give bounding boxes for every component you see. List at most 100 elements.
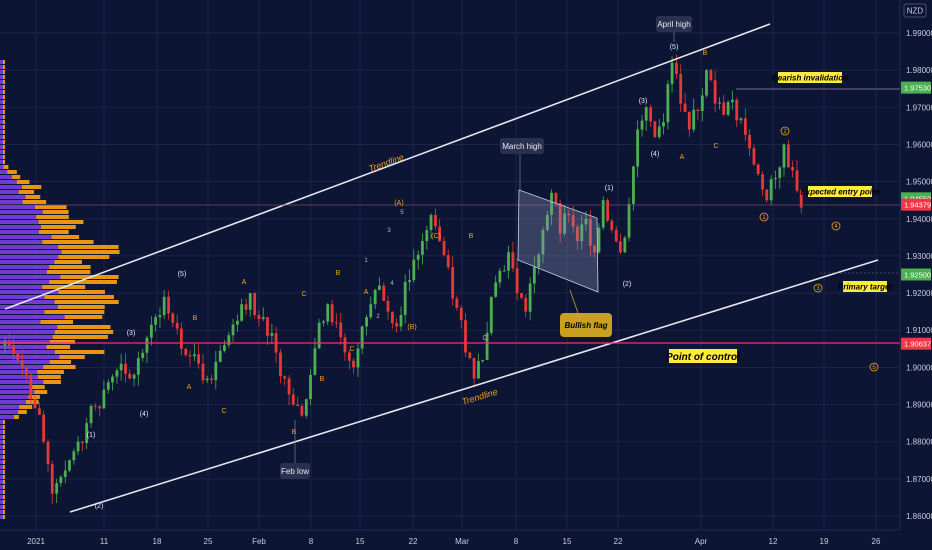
y-tick-label: 1.91000 — [906, 326, 932, 335]
candle-body — [205, 378, 209, 381]
candle-body — [287, 378, 291, 395]
x-tick-label: 8 — [309, 537, 314, 546]
march-high-callout: March high — [500, 138, 544, 190]
candle-body — [145, 337, 149, 353]
svg-text:B: B — [292, 429, 297, 436]
candle-body — [339, 322, 343, 338]
svg-text:B: B — [469, 233, 474, 240]
time-axis[interactable]: 2021 11 18 25 Feb 8 15 22 Mar 8 15 22 Apr 12 19 26 — [0, 529, 932, 550]
candle-body — [425, 229, 429, 242]
candle-body — [72, 451, 76, 461]
candle-body — [223, 345, 226, 351]
svg-text:NZD: NZD — [907, 7, 924, 16]
svg-text:A: A — [242, 279, 247, 286]
candle-body — [799, 190, 803, 208]
candle-body — [429, 215, 433, 230]
upper-trendline — [4, 23, 771, 310]
candle-body — [334, 322, 338, 324]
candle-body — [662, 122, 665, 127]
svg-text:(C): (C) — [431, 233, 441, 240]
candle-body — [63, 470, 67, 477]
candle-body — [791, 167, 794, 171]
candle-body — [162, 296, 166, 316]
candle-body — [50, 464, 54, 494]
candle-body — [752, 148, 756, 165]
candle-body — [304, 399, 308, 416]
candle-body — [343, 337, 347, 353]
candle-body — [119, 363, 123, 371]
x-tick-label: 19 — [820, 537, 829, 546]
svg-text:(1): (1) — [87, 432, 96, 439]
bullish-flag-tag: Bullish flag — [560, 313, 612, 337]
candle-body — [395, 323, 398, 327]
circled-wave-labels — [759, 126, 879, 372]
candle-body — [563, 213, 566, 234]
candle-body — [184, 348, 188, 356]
currency-badge[interactable]: NZD — [903, 3, 927, 18]
candle-body — [623, 237, 627, 253]
candle-body — [485, 332, 489, 360]
svg-text:Primary target: Primary target — [838, 283, 893, 292]
expected-entry-tag: Expected entry point — [800, 186, 880, 197]
candle-body — [360, 326, 364, 349]
candle-body — [580, 224, 584, 242]
svg-text:(A): (A) — [394, 200, 403, 207]
candle-body — [59, 476, 63, 484]
svg-text:3: 3 — [387, 228, 391, 234]
candle-body — [584, 218, 588, 225]
candle-body — [347, 352, 351, 361]
candle-body — [438, 226, 442, 242]
candle-body — [718, 102, 721, 104]
candle-body — [210, 378, 214, 381]
svg-text:3: 3 — [816, 286, 820, 292]
x-tick-label: Mar — [455, 537, 469, 546]
lower-trendline — [69, 259, 879, 513]
svg-text:1: 1 — [762, 215, 766, 221]
svg-text:5: 5 — [872, 365, 876, 371]
candle-body — [55, 483, 59, 494]
candle-body — [412, 259, 416, 281]
candle-body — [627, 203, 631, 238]
candle-body — [421, 241, 424, 255]
candle-body — [735, 99, 739, 121]
candle-body — [670, 62, 674, 85]
svg-text:Bearish invalidation: Bearish invalidation — [772, 74, 848, 83]
candle-body — [356, 348, 360, 368]
candle-body — [687, 112, 691, 130]
candle-body — [369, 304, 373, 318]
candle-body — [713, 80, 717, 104]
x-tick-label: Apr — [695, 537, 708, 546]
svg-text:1.90637: 1.90637 — [904, 340, 931, 349]
candle-body — [459, 307, 463, 321]
candle-body — [653, 121, 657, 138]
svg-text:(1): (1) — [605, 185, 614, 192]
y-tick-label: 1.95000 — [906, 178, 932, 187]
candle-body — [240, 304, 244, 321]
candle-body — [171, 313, 175, 323]
svg-text:Expected entry point: Expected entry point — [800, 188, 879, 197]
y-tick-label: 1.99000 — [906, 29, 932, 38]
price-level-badge: 1.97530 — [901, 81, 931, 94]
x-tick-label: Feb — [252, 537, 266, 546]
candle-body — [192, 354, 196, 357]
candle-body — [489, 296, 493, 333]
candle-body — [89, 405, 93, 424]
candle-body — [111, 376, 114, 383]
candle-body — [537, 254, 541, 268]
candle-body — [773, 177, 777, 180]
candle-body — [296, 404, 300, 407]
candle-body — [649, 107, 653, 122]
candle-body — [520, 293, 523, 298]
candle-body — [614, 229, 618, 242]
svg-text:Feb low: Feb low — [281, 467, 309, 476]
svg-text:A: A — [187, 384, 192, 391]
candle-body — [403, 281, 407, 315]
candle-body — [106, 382, 110, 390]
x-tick-label: 12 — [769, 537, 778, 546]
candle-body — [408, 280, 412, 282]
candle-body — [175, 322, 179, 329]
candle-body — [386, 300, 390, 312]
candle-body — [261, 317, 265, 320]
candle-body — [266, 317, 269, 336]
